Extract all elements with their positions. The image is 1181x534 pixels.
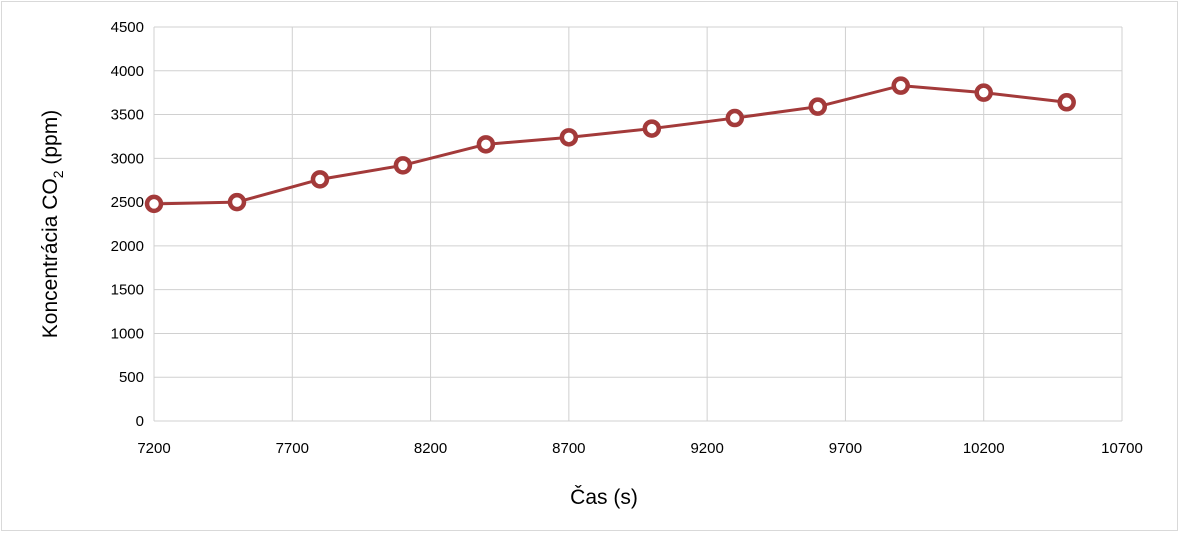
data-point — [974, 83, 993, 102]
series-line — [153, 84, 1067, 206]
y-axis-label: Koncentrácia CO2 (ppm) — [39, 110, 66, 338]
y-tick-label: 500 — [119, 369, 144, 386]
grid — [153, 26, 1123, 422]
y-tick-label: 4000 — [111, 63, 144, 80]
series-group — [144, 76, 1076, 214]
x-tick-label: 9200 — [690, 440, 723, 457]
y-axis-label-suffix: (ppm) — [39, 110, 62, 171]
x-axis-label: Čas (s) — [570, 486, 638, 509]
data-point — [808, 97, 828, 116]
x-tick-label: 9700 — [829, 440, 862, 457]
x-tick-label: 10200 — [963, 440, 1005, 457]
y-tick-labels: 0 500 1000 1500 2000 2500 3000 3500 4000 4500 — [111, 19, 144, 430]
data-point — [725, 108, 745, 128]
y-axis-label-subscript: 2 — [50, 170, 66, 178]
data-point — [476, 135, 496, 154]
data-point — [559, 128, 579, 147]
x-tick-label: 8700 — [552, 440, 585, 457]
x-tick-label: 7700 — [276, 440, 309, 457]
data-point — [891, 76, 910, 95]
y-tick-label: 4500 — [111, 19, 144, 36]
y-tick-label: 1500 — [111, 282, 144, 299]
y-tick-label: 3500 — [111, 107, 144, 124]
data-point — [393, 156, 413, 175]
x-tick-label: 10700 — [1101, 440, 1143, 457]
data-point — [642, 119, 662, 138]
y-axis-label-prefix: Koncentrácia CO — [39, 178, 62, 338]
y-tick-label: 3000 — [111, 150, 144, 167]
data-point — [144, 194, 164, 214]
data-point — [227, 192, 247, 212]
data-point — [310, 170, 330, 189]
x-tick-label: 7200 — [137, 440, 170, 457]
y-tick-label: 2000 — [111, 238, 144, 255]
y-tick-label: 2500 — [111, 194, 144, 211]
x-tick-label: 8200 — [414, 440, 447, 457]
data-point — [1057, 93, 1076, 112]
x-tick-labels: 7200 7700 8200 8700 9200 9700 10200 10700 — [137, 440, 1143, 457]
y-tick-label: 1000 — [111, 325, 144, 342]
y-tick-label: 0 — [136, 413, 144, 430]
